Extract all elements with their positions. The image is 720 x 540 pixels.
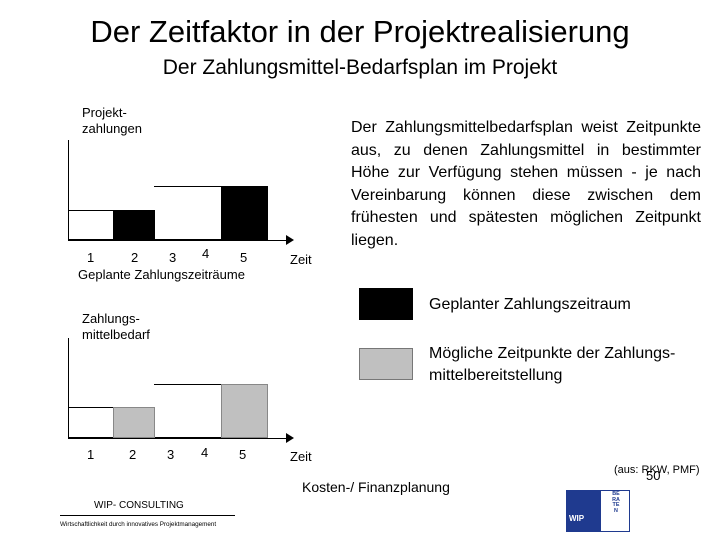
source-note: (aus: RKW, PMF) [614, 464, 700, 476]
top-ylabel: Projekt- zahlungen [82, 105, 142, 137]
bottom-outline-left [68, 407, 114, 438]
bottom-bar-period-5 [221, 384, 268, 438]
company-logo: WIP [566, 490, 600, 532]
top-ylabel-line2: zahlungen [82, 121, 142, 136]
top-outline-left [68, 210, 114, 240]
legend-swatch-possible [359, 348, 413, 380]
footer-divider [60, 515, 235, 516]
legend-label-possible-line1: Mögliche Zeitpunkte der Zahlungs- [429, 345, 676, 362]
legend-swatch-planned [359, 288, 413, 320]
bottom-x-axis [68, 438, 286, 439]
company-logo-letters: BERATEN [612, 491, 620, 515]
bottom-ylabel-line2: mittelbedarf [82, 327, 150, 342]
bottom-ylabel: Zahlungs- mittelbedarf [82, 311, 150, 343]
legend-label-planned: Geplanter Zahlungszeitraum [429, 296, 631, 313]
bottom-tick-1: 1 [87, 447, 95, 462]
footer-tagline: Wirtschaftlichkeit durch innovatives Pro… [60, 521, 217, 528]
bottom-xlabel: Zeit [290, 449, 312, 464]
top-x-axis [68, 240, 286, 241]
bottom-bar-period-2 [113, 407, 155, 438]
top-tick-1: 1 [87, 250, 95, 265]
footer-company: WIP- CONSULTING [94, 500, 184, 511]
page-title: Der Zeitfaktor in der Projektrealisierun… [90, 14, 630, 49]
company-logo-side: BERATEN [600, 490, 630, 532]
description-text: Der Zahlungsmittelbedarfsplan weist Zeit… [351, 119, 701, 249]
bottom-tick-5: 5 [239, 447, 247, 462]
legend-label-possible-line2: mittelbereitstellung [429, 367, 563, 384]
bottom-tick-4: 4 [201, 445, 209, 460]
footer-section-title: Kosten-/ Finanzplanung [302, 479, 450, 495]
legend-label-possible: Mögliche Zeitpunkte der Zahlungs- mittel… [429, 343, 675, 387]
top-y-axis [68, 140, 69, 240]
page-subtitle: Der Zahlungsmittel-Bedarfsplan im Projek… [162, 56, 558, 79]
bottom-ylabel-line1: Zahlungs- [82, 311, 140, 326]
top-tick-3: 3 [169, 250, 177, 265]
top-x-axis-arrow-icon [286, 235, 294, 245]
bottom-y-axis [68, 338, 69, 438]
bottom-tick-3: 3 [167, 447, 175, 462]
top-tick-2: 2 [131, 250, 139, 265]
top-caption: Geplante Zahlungszeiträume [78, 267, 245, 282]
company-logo-text: WIP [569, 514, 585, 523]
top-bar-period-2 [113, 210, 155, 240]
bottom-outline-mid [154, 384, 222, 438]
bottom-x-axis-arrow-icon [286, 433, 294, 443]
top-tick-5: 5 [240, 250, 248, 265]
bottom-tick-2: 2 [129, 447, 137, 462]
top-bar-period-5 [221, 186, 268, 240]
page-number: 50 [646, 468, 661, 483]
top-tick-4: 4 [202, 246, 210, 261]
top-outline-mid [154, 186, 222, 240]
top-xlabel: Zeit [290, 252, 312, 267]
top-ylabel-line1: Projekt- [82, 105, 127, 120]
